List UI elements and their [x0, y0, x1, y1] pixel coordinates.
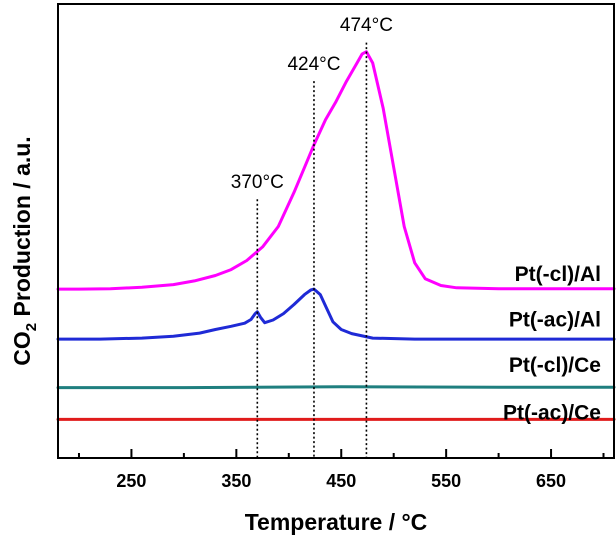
x-tick-label-350: 350 [221, 471, 251, 491]
x-axis-ticks: 250 350 450 550 650 [77, 449, 605, 491]
series-line-pt-cl-al [56, 50, 616, 291]
annotation-label-370: 370°C [231, 172, 284, 193]
x-axis-label: Temperature / °C [245, 509, 428, 535]
series-labels: Pt(-cl)/Al Pt(-ac)/Al Pt(-cl)/Ce Pt(-ac)/Ce [503, 263, 601, 424]
series-label-pt-ac-ce: Pt(-ac)/Ce [503, 402, 601, 425]
series-label-pt-cl-al: Pt(-cl)/Al [515, 263, 601, 286]
x-tick-label-450: 450 [326, 471, 356, 491]
y-axis-label: CO2 Production / a.u. [9, 136, 40, 365]
x-tick-label-650: 650 [536, 471, 566, 491]
y-axis-label-rest: Production / a.u. [9, 136, 35, 323]
series-label-pt-cl-ce: Pt(-cl)/Ce [509, 354, 601, 377]
annotation-label-474: 474°C [340, 15, 393, 36]
series-line-pt-cl-ce [56, 385, 616, 390]
x-tick-label-550: 550 [431, 471, 461, 491]
y-axis-label-subscript: 2 [23, 323, 40, 331]
series-label-pt-ac-al: Pt(-ac)/Al [509, 309, 601, 332]
series-layer [56, 50, 616, 421]
series-line-pt-ac-al [56, 287, 616, 341]
y-axis-label-co: CO [9, 331, 35, 366]
x-tick-label-250: 250 [116, 471, 146, 491]
annotation-label-424: 424°C [287, 54, 340, 75]
plot-frame [57, 3, 615, 459]
